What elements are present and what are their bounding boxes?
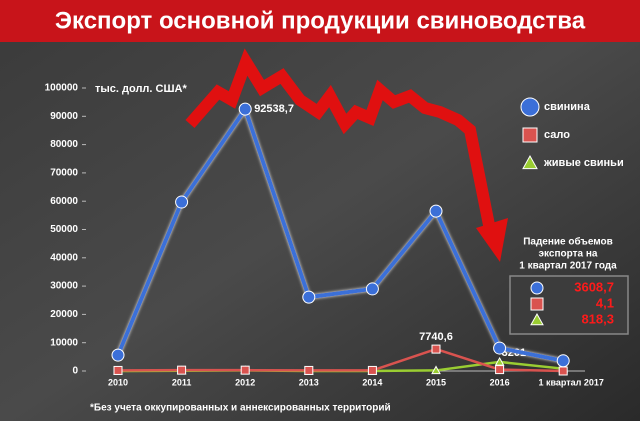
y-tick-label: 30000 [50, 281, 78, 292]
value-label: 92538,7 [254, 103, 294, 115]
x-tick-label: 2014 [362, 377, 382, 387]
marker [365, 282, 379, 296]
y-tick-label: 100000 [45, 83, 79, 94]
marker [530, 312, 544, 326]
marker [429, 204, 443, 218]
summary-title: Падение объемов [523, 236, 613, 248]
legend-label: сало [544, 129, 570, 141]
marker [556, 354, 570, 368]
x-tick-label: 2012 [235, 377, 255, 387]
marker [113, 365, 123, 375]
legend-marker [520, 97, 540, 117]
legend-marker [522, 127, 538, 143]
chart-title: Экспорт основной продукции свиноводства [55, 7, 586, 34]
marker [304, 365, 314, 375]
marker [111, 348, 125, 362]
summary-box [509, 275, 629, 335]
summary-title: экспорта на [539, 249, 598, 260]
x-tick-label: 1 квартал 2017 [538, 377, 603, 387]
y-tick-label: 20000 [50, 309, 78, 320]
summary-value: 818,3 [581, 311, 614, 326]
marker [367, 365, 377, 375]
y-tick-label: 10000 [50, 337, 78, 348]
marker [240, 365, 250, 375]
legend-marker [522, 154, 538, 170]
marker [431, 344, 441, 354]
y-tick-label: 80000 [50, 139, 78, 150]
x-tick-label: 2011 [172, 377, 192, 387]
title-bar [0, 0, 640, 42]
y-tick-label: 50000 [50, 224, 78, 235]
marker [238, 102, 252, 116]
marker [431, 365, 441, 375]
x-tick-label: 2010 [108, 377, 128, 387]
marker [530, 297, 544, 311]
x-tick-label: 2015 [426, 377, 446, 387]
summary-value: 3608,7 [574, 279, 614, 294]
marker [493, 341, 507, 355]
decline-arrow [185, 48, 508, 262]
legend-label: живые свиньи [543, 157, 624, 169]
y-tick-label: 70000 [50, 168, 78, 179]
y-tick-label: 0 [72, 366, 78, 377]
series-line [116, 104, 564, 363]
unit-label: тыс. долл. США* [95, 83, 187, 95]
summary-value: 4,1 [596, 295, 614, 310]
marker [177, 365, 187, 375]
marker [495, 365, 505, 375]
marker [302, 290, 316, 304]
marker [530, 281, 544, 295]
y-tick-label: 90000 [50, 111, 78, 122]
y-tick-label: 40000 [50, 252, 78, 263]
footnote: *Без учета оккупированных и аннексирован… [90, 403, 391, 414]
legend-label: свинина [544, 101, 591, 113]
x-tick-label: 2016 [490, 377, 510, 387]
marker [175, 195, 189, 209]
marker [558, 366, 568, 376]
summary-title: 1 квартал 2017 года [519, 261, 617, 272]
series-line [117, 347, 564, 373]
value-label: 7740,6 [419, 331, 453, 343]
x-tick-label: 2013 [299, 377, 319, 387]
y-tick-label: 60000 [50, 196, 78, 207]
